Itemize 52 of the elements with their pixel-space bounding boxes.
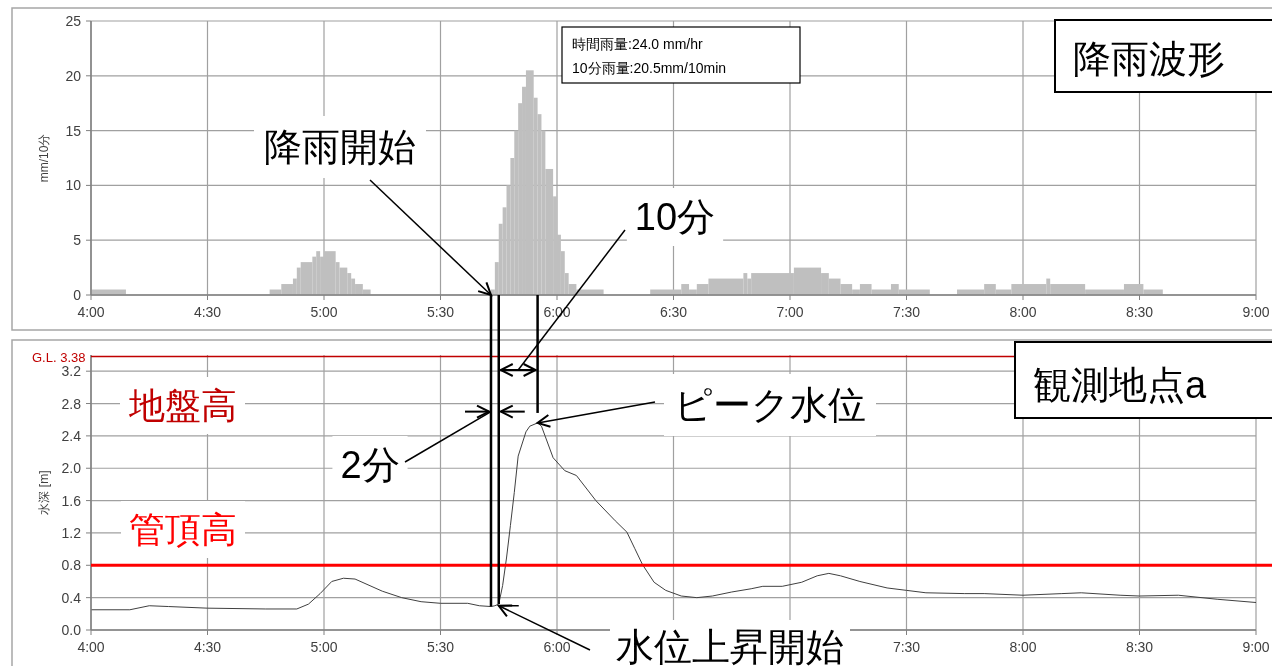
arrow-peak: ピーク水位 [535, 374, 876, 436]
x-tick-label: 6:00 [543, 639, 571, 655]
y-tick-label: 1.2 [61, 524, 82, 541]
arrow-rain-start: 降雨開始 [254, 116, 493, 297]
x-tick-label: 5:30 [426, 304, 455, 320]
annotation: ピーク水位 [674, 384, 866, 426]
annotation: 水位上昇開始 [616, 626, 844, 666]
x-tick-label: 4:30 [193, 639, 222, 655]
y-tick-label: 20 [65, 67, 82, 84]
x-tick-label: 4:00 [77, 304, 105, 320]
x-tick-label: 8:00 [1009, 639, 1037, 655]
x-tick-label: 8:30 [1125, 639, 1154, 655]
annotation: 時間雨量:24.0 mm/hr [572, 36, 704, 52]
y-tick-label: 1.6 [61, 492, 82, 509]
annotation: 管頂高 [129, 509, 237, 550]
x-tick-label: 7:30 [892, 639, 921, 655]
y-tick-label: 5 [73, 232, 82, 249]
x-tick-label: 5:30 [426, 639, 455, 655]
x-tick-label: 6:30 [659, 304, 688, 320]
y-tick-label: 2.8 [61, 395, 82, 412]
y-tick-label: 25 [65, 13, 82, 29]
x-tick-label: 7:30 [892, 304, 921, 320]
y-tick-label: 3.2 [61, 363, 82, 380]
y-axis-title: 水深 [m] [37, 470, 51, 515]
y-tick-label: 0.8 [61, 557, 82, 574]
annotation: 10分雨量:20.5mm/10min [572, 60, 727, 76]
y-tick-label: 0.0 [61, 622, 82, 638]
y-tick-label: 0.4 [61, 589, 82, 606]
x-tick-label: 9:00 [1242, 304, 1270, 320]
x-tick-label: 5:00 [310, 304, 338, 320]
x-tick-label: 8:00 [1009, 304, 1037, 320]
annotation: 降雨開始 [264, 126, 416, 168]
line-series [90, 422, 1257, 611]
y-tick-label: 2.4 [61, 427, 82, 444]
annotation: 10分 [634, 196, 716, 238]
ref-line-label: G.L. 3.38 [32, 349, 86, 365]
annotation: 地盤高 [128, 385, 237, 426]
x-tick-label: 5:00 [310, 639, 338, 655]
x-tick-label: 9:00 [1242, 639, 1270, 655]
y-tick-label: 0 [73, 287, 82, 303]
y-axis-title: mm/10分 [37, 133, 51, 183]
chart-title: 降雨波形 [1073, 38, 1225, 80]
x-tick-label: 4:00 [77, 639, 105, 655]
annotation: 2分 [340, 444, 400, 486]
chart-title: 観測地点a [1033, 364, 1207, 406]
x-tick-label: 8:30 [1125, 304, 1154, 320]
y-tick-label: 15 [65, 122, 82, 139]
x-tick-label: 4:30 [193, 304, 222, 320]
y-tick-label: 10 [65, 177, 82, 194]
x-tick-label: 7:00 [776, 304, 804, 320]
info-box: 時間雨量:24.0 mm/hr 10分雨量:20.5mm/10min [561, 26, 801, 84]
y-tick-label: 2.0 [61, 460, 82, 477]
